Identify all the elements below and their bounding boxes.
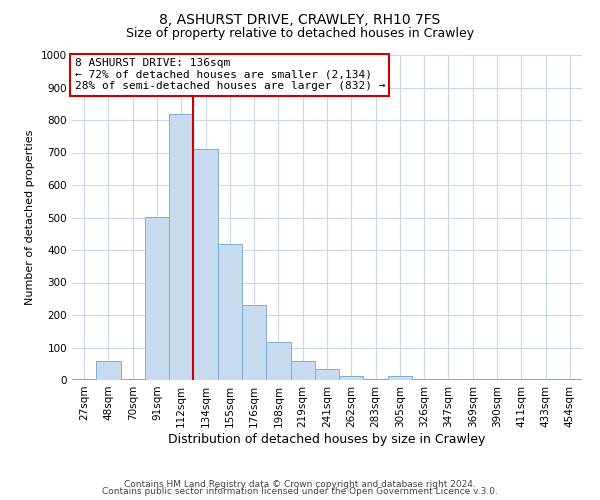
Text: Contains public sector information licensed under the Open Government Licence v.: Contains public sector information licen… xyxy=(102,487,498,496)
Bar xyxy=(290,362,315,380)
Bar xyxy=(193,149,218,380)
Bar xyxy=(485,379,509,380)
Text: 8 ASHURST DRIVE: 136sqm
← 72% of detached houses are smaller (2,134)
28% of semi: 8 ASHURST DRIVE: 136sqm ← 72% of detache… xyxy=(74,58,385,92)
Bar xyxy=(169,114,193,380)
Bar xyxy=(315,368,339,380)
Bar xyxy=(145,216,169,380)
Bar xyxy=(436,379,461,380)
Bar xyxy=(72,379,96,380)
Y-axis label: Number of detached properties: Number of detached properties xyxy=(25,130,35,305)
Bar xyxy=(509,379,533,380)
Bar xyxy=(339,376,364,380)
Bar xyxy=(461,379,485,380)
Bar xyxy=(121,379,145,380)
Text: 8, ASHURST DRIVE, CRAWLEY, RH10 7FS: 8, ASHURST DRIVE, CRAWLEY, RH10 7FS xyxy=(160,12,440,26)
Text: Size of property relative to detached houses in Crawley: Size of property relative to detached ho… xyxy=(126,28,474,40)
Bar xyxy=(266,342,290,380)
X-axis label: Distribution of detached houses by size in Crawley: Distribution of detached houses by size … xyxy=(169,432,485,446)
Bar xyxy=(412,379,436,380)
Bar xyxy=(218,244,242,380)
Bar xyxy=(364,379,388,380)
Bar xyxy=(533,379,558,380)
Bar xyxy=(96,362,121,380)
Bar xyxy=(242,304,266,380)
Bar xyxy=(558,379,582,380)
Text: Contains HM Land Registry data © Crown copyright and database right 2024.: Contains HM Land Registry data © Crown c… xyxy=(124,480,476,489)
Bar xyxy=(388,376,412,380)
